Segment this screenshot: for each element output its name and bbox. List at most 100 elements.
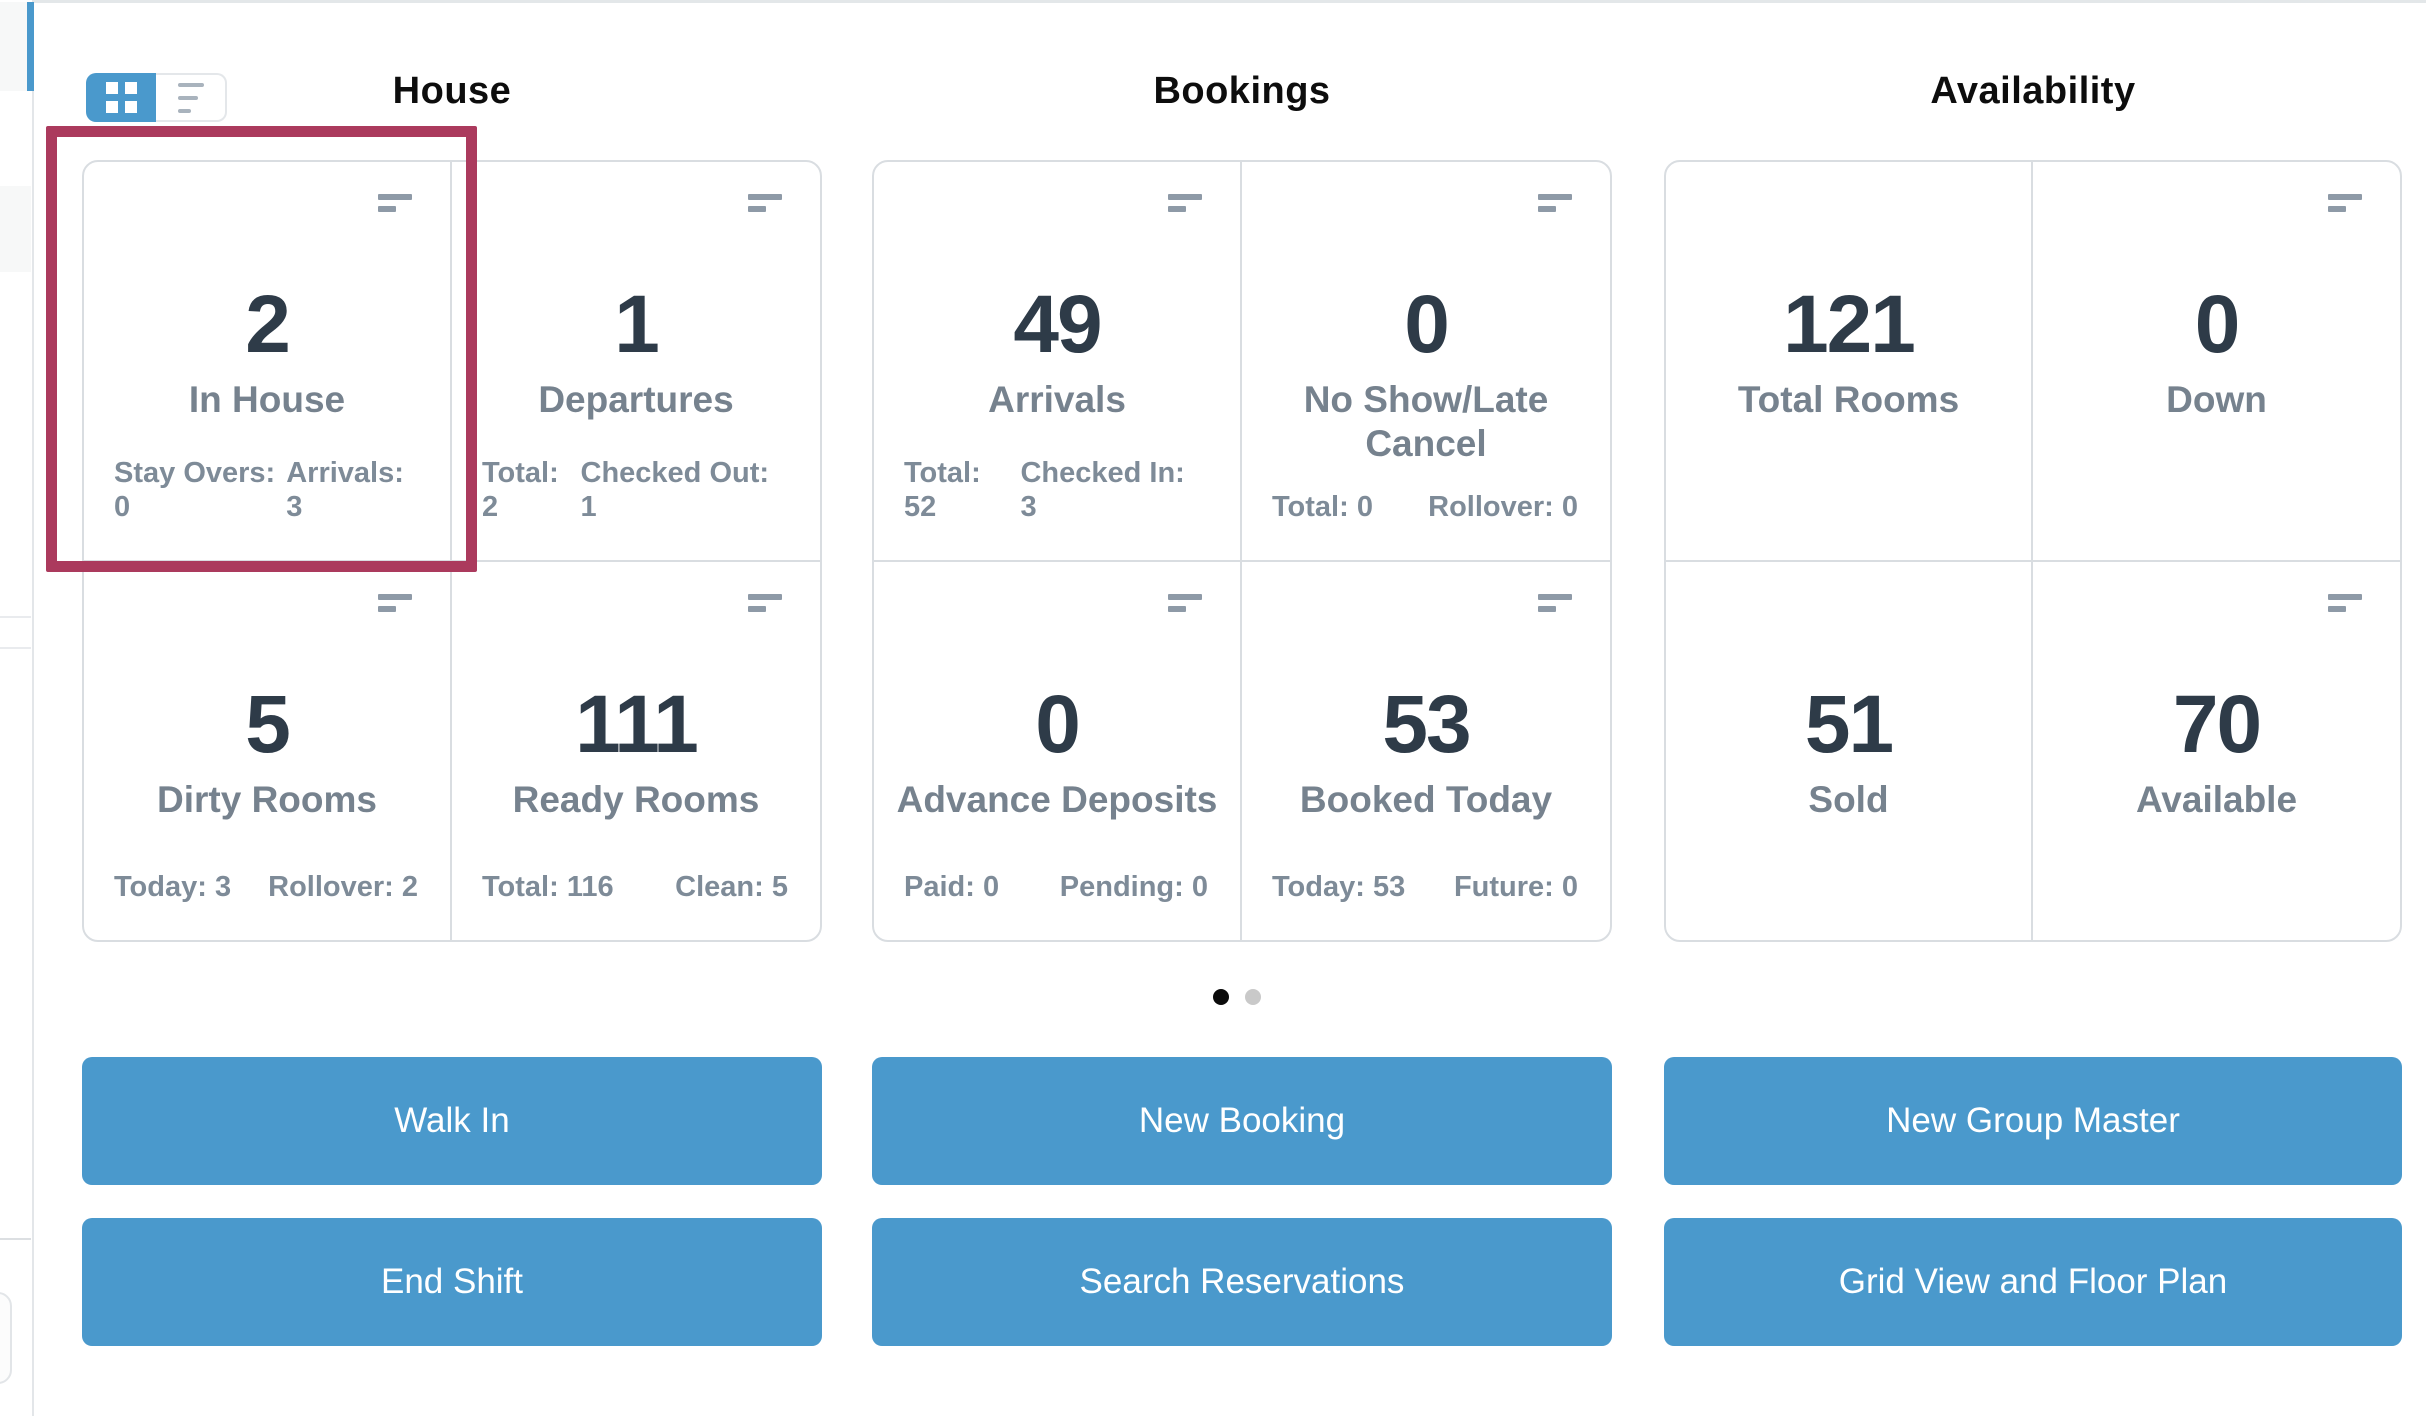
- card-dirty-rooms[interactable]: 5 Dirty Rooms Today: 3 Rollover: 2: [84, 562, 452, 940]
- card-departures[interactable]: 1 Departures Total: 2 Checked Out: 1: [452, 162, 820, 562]
- card-stats: Total: 116 Clean: 5: [482, 870, 788, 904]
- card-stat-right: Rollover: 0: [1428, 491, 1578, 523]
- card-in-house[interactable]: 2 In House Stay Overs: 0 Arrivals: 3: [84, 162, 452, 562]
- card-value: 2: [245, 279, 291, 370]
- card-value: 49: [1013, 279, 1102, 370]
- card-booked-today[interactable]: 53 Booked Today Today: 53 Future: 0: [1242, 562, 1610, 940]
- card-stat-right: Checked In: 3: [1020, 457, 1185, 523]
- availability-panel: 121 Total Rooms 0 Down 51 Sold 70 Availa…: [1664, 160, 2402, 942]
- card-stats: Total: 0 Rollover: 0: [1272, 490, 1578, 524]
- card-stat-left: Today: 3: [114, 871, 232, 903]
- collapsed-sidebar: [0, 0, 34, 1416]
- card-stat-left: Paid: 0: [904, 871, 1000, 903]
- card-stat-left: Total: 52: [904, 457, 981, 523]
- sidebar-item[interactable]: [0, 186, 31, 272]
- walk-in-button[interactable]: Walk In: [82, 1057, 822, 1185]
- window-top-border: [0, 0, 2426, 3]
- card-label: Arrivals: [988, 379, 1126, 420]
- sidebar-item-dashboard[interactable]: [0, 2, 28, 91]
- card-stats: Paid: 0 Pending: 0: [904, 870, 1208, 904]
- sidebar-cutoff-panel[interactable]: [0, 1292, 12, 1384]
- section-title-house: House: [392, 70, 512, 112]
- search-reservations-button[interactable]: Search Reservations: [872, 1218, 1612, 1346]
- card-menu-icon[interactable]: [1538, 194, 1572, 212]
- card-label: Advance Deposits: [896, 779, 1218, 820]
- card-menu-icon[interactable]: [2328, 194, 2362, 212]
- card-menu-icon[interactable]: [378, 194, 412, 212]
- card-value: 70: [2172, 679, 2262, 770]
- card-value: 0: [1035, 679, 1081, 770]
- card-menu-icon[interactable]: [1168, 194, 1202, 212]
- card-label: Departures: [538, 379, 734, 420]
- card-label: Booked Today: [1299, 779, 1553, 820]
- card-menu-icon[interactable]: [2328, 594, 2362, 612]
- active-nav-indicator: [27, 2, 34, 91]
- card-label: Sold: [1808, 779, 1889, 820]
- card-stat-right: Future: 0: [1453, 871, 1578, 903]
- card-label: Down: [2166, 379, 2267, 420]
- end-shift-button[interactable]: End Shift: [82, 1218, 822, 1346]
- page-dot-1[interactable]: [1213, 989, 1229, 1005]
- card-label: Ready Rooms: [512, 779, 760, 820]
- house-panel: 2 In House Stay Overs: 0 Arrivals: 3 1 D…: [82, 160, 822, 942]
- card-stats: Today: 3 Rollover: 2: [114, 870, 418, 904]
- card-value: 1: [614, 279, 660, 370]
- card-stat-left: Stay Overs: 0: [114, 457, 276, 523]
- card-advance-deposits[interactable]: 0 Advance Deposits Paid: 0 Pending: 0: [874, 562, 1242, 940]
- card-label: Available: [2135, 779, 2298, 820]
- card-label: Dirty Rooms: [157, 779, 377, 820]
- card-menu-icon[interactable]: [748, 194, 782, 212]
- card-stats: Total: 2 Checked Out: 1: [482, 456, 788, 524]
- grid-view-button[interactable]: [86, 73, 156, 122]
- card-arrivals[interactable]: 49 Arrivals Total: 52 Checked In: 3: [874, 162, 1242, 562]
- card-stats: Total: 52 Checked In: 3: [904, 456, 1208, 524]
- card-no-show-late-cancel[interactable]: 0 No Show/Late Cancel Total: 0 Rollover:…: [1242, 162, 1610, 562]
- card-menu-icon[interactable]: [1168, 594, 1202, 612]
- page-dot-2[interactable]: [1245, 989, 1261, 1005]
- card-sold[interactable]: 51 Sold: [1666, 562, 2033, 940]
- card-stat-right: Checked Out: 1: [580, 457, 770, 523]
- card-stat-left: Total: 2: [482, 457, 559, 523]
- card-value: 5: [245, 679, 291, 770]
- card-stats: Today: 53 Future: 0: [1272, 870, 1578, 904]
- card-stat-right: Clean: 5: [675, 871, 788, 903]
- card-value: 51: [1804, 679, 1894, 770]
- card-stat-left: Total: 116: [482, 871, 614, 903]
- card-value: 53: [1382, 679, 1471, 770]
- card-value: 0: [2194, 279, 2241, 370]
- card-menu-icon[interactable]: [748, 594, 782, 612]
- section-title-availability: Availability: [1930, 70, 2136, 112]
- section-title-bookings: Bookings: [1153, 70, 1331, 112]
- card-stats: Stay Overs: 0 Arrivals: 3: [114, 456, 418, 524]
- card-stat-right: Arrivals: 3: [286, 457, 404, 523]
- card-value: 0: [1404, 279, 1450, 370]
- list-view-button[interactable]: [156, 73, 227, 122]
- carousel-pagination: [1213, 989, 1261, 1005]
- new-group-master-button[interactable]: New Group Master: [1664, 1057, 2402, 1185]
- card-ready-rooms[interactable]: 111 Ready Rooms Total: 116 Clean: 5: [452, 562, 820, 940]
- bookings-panel: 49 Arrivals Total: 52 Checked In: 3 0 No…: [872, 160, 1612, 942]
- card-label: In House: [188, 379, 346, 420]
- card-stat-right: Pending: 0: [1059, 871, 1208, 903]
- card-total-rooms[interactable]: 121 Total Rooms: [1666, 162, 2033, 562]
- sidebar-divider: [0, 1238, 31, 1240]
- sidebar-divider: [0, 647, 31, 649]
- card-down[interactable]: 0 Down: [2033, 162, 2400, 562]
- card-label: No Show/Late Cancel: [1303, 379, 1549, 464]
- sidebar-divider: [0, 616, 31, 618]
- card-stat-left: Total: 0: [1272, 491, 1373, 523]
- list-lines-icon: [177, 82, 204, 113]
- card-value: 121: [1783, 279, 1916, 370]
- card-menu-icon[interactable]: [1538, 594, 1572, 612]
- card-label: Total Rooms: [1737, 379, 1960, 420]
- card-stat-right: Rollover: 2: [268, 871, 418, 903]
- grid-squares-icon: [105, 82, 137, 113]
- card-menu-icon[interactable]: [378, 594, 412, 612]
- card-stat-left: Today: 53: [1272, 871, 1406, 903]
- grid-view-floor-plan-button[interactable]: Grid View and Floor Plan: [1664, 1218, 2402, 1346]
- view-toggle: [86, 73, 227, 122]
- card-value: 111: [575, 679, 699, 770]
- new-booking-button[interactable]: New Booking: [872, 1057, 1612, 1185]
- card-available[interactable]: 70 Available: [2033, 562, 2400, 940]
